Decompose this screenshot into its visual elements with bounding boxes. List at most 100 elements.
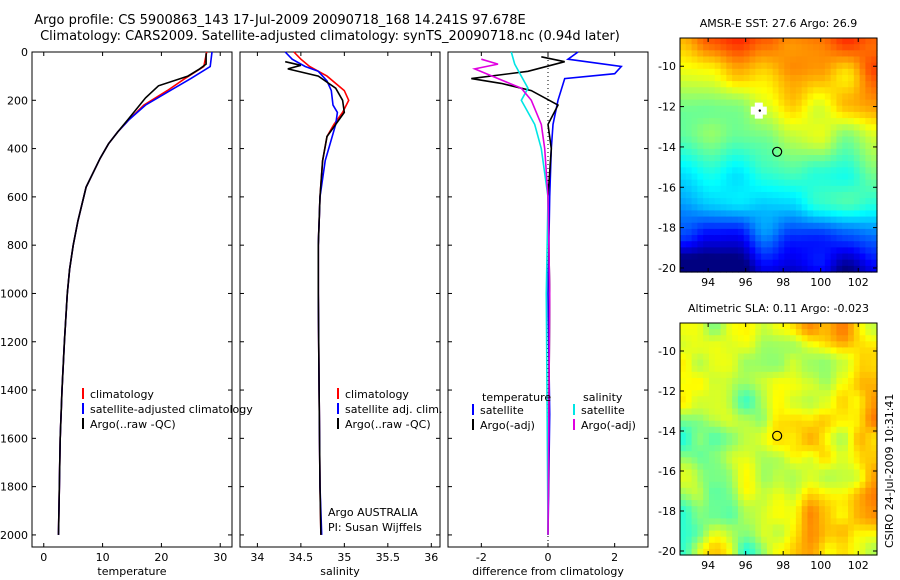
heatmap-cell bbox=[680, 50, 687, 58]
heatmap-cell bbox=[853, 323, 861, 330]
heatmap-cell bbox=[749, 191, 756, 199]
heatmap-cell bbox=[865, 341, 872, 349]
heatmap-cell bbox=[813, 445, 820, 452]
heatmap-cell bbox=[836, 161, 843, 168]
heatmap-cell bbox=[865, 167, 872, 175]
heatmap-cell bbox=[685, 173, 693, 181]
heatmap-cell bbox=[853, 111, 861, 119]
y-tick-label: 1000 bbox=[0, 287, 28, 300]
heatmap-cell bbox=[836, 241, 843, 248]
heatmap-cell bbox=[708, 512, 716, 519]
heatmap-cell bbox=[761, 136, 768, 144]
heatmap-cell bbox=[732, 481, 739, 489]
heatmap-cell bbox=[784, 124, 791, 131]
heatmap-cell bbox=[819, 323, 826, 330]
heatmap-cell bbox=[853, 259, 861, 267]
heatmap-cell bbox=[859, 481, 867, 489]
heatmap-cell bbox=[830, 353, 838, 361]
heatmap-cell bbox=[732, 99, 739, 107]
heatmap-cell bbox=[871, 74, 878, 82]
heatmap-cell bbox=[778, 142, 785, 150]
heatmap-cell bbox=[691, 506, 698, 513]
heatmap-cell bbox=[853, 93, 861, 101]
heatmap-cell bbox=[685, 439, 693, 446]
heatmap-cell bbox=[772, 259, 780, 267]
heatmap-cell bbox=[743, 451, 751, 458]
heatmap-cell bbox=[807, 74, 814, 82]
x-tick-label: -2 bbox=[476, 551, 487, 564]
heatmap-cell bbox=[743, 420, 751, 428]
heatmap-cell bbox=[853, 524, 861, 532]
heatmap-cell bbox=[807, 353, 814, 361]
heatmap-cell bbox=[697, 341, 704, 349]
heatmap-cell bbox=[737, 44, 745, 51]
heatmap-cell bbox=[703, 530, 710, 538]
heatmap-cell bbox=[708, 253, 716, 261]
heatmap-cell bbox=[766, 118, 774, 125]
heatmap-cell bbox=[807, 536, 814, 544]
heatmap-cell bbox=[714, 173, 722, 181]
heatmap-cell bbox=[720, 44, 727, 51]
x-tick-label: 98 bbox=[776, 276, 790, 289]
heatmap-cell bbox=[703, 445, 710, 452]
heatmap-cell bbox=[749, 408, 756, 416]
heatmap-cell bbox=[737, 68, 745, 76]
heatmap-cell bbox=[778, 530, 785, 538]
heatmap-cell bbox=[871, 530, 878, 538]
argo-location-marker bbox=[772, 146, 783, 157]
heatmap-cell bbox=[795, 38, 803, 45]
heatmap-cell bbox=[714, 341, 722, 349]
heatmap-cell bbox=[813, 341, 820, 349]
heatmap-cell bbox=[737, 396, 745, 403]
heatmap-cell bbox=[720, 142, 727, 150]
heatmap-cell bbox=[871, 142, 878, 150]
heatmap-cell bbox=[790, 439, 797, 446]
heatmap-cell bbox=[795, 74, 803, 82]
heatmap-cell bbox=[865, 414, 872, 422]
heatmap-cell bbox=[737, 93, 745, 101]
heatmap-cell bbox=[801, 253, 809, 261]
heatmap-cell bbox=[842, 185, 849, 193]
heatmap-cell bbox=[680, 68, 687, 76]
heatmap-cell bbox=[691, 74, 698, 82]
heatmap-cell bbox=[853, 50, 861, 58]
heatmap-cell bbox=[697, 235, 704, 242]
heatmap-cell bbox=[801, 414, 809, 422]
heatmap-cell bbox=[680, 518, 687, 526]
heatmap-cell bbox=[824, 198, 832, 205]
heatmap-cell bbox=[790, 81, 797, 88]
heatmap-cell bbox=[685, 384, 693, 391]
heatmap-cell bbox=[813, 548, 820, 556]
heatmap-cell bbox=[807, 414, 814, 422]
heatmap-cell bbox=[732, 56, 739, 64]
heatmap-cell bbox=[848, 130, 855, 138]
heatmap-cell bbox=[732, 487, 739, 495]
heatmap-cell bbox=[813, 99, 820, 107]
heatmap-cell bbox=[784, 487, 791, 495]
heatmap-cell bbox=[697, 87, 704, 95]
heatmap-cell bbox=[813, 136, 820, 144]
heatmap-cell bbox=[680, 341, 687, 349]
heatmap-cell bbox=[714, 161, 722, 168]
heatmap-cell bbox=[790, 99, 797, 107]
heatmap-cell bbox=[795, 524, 803, 532]
heatmap-cell bbox=[778, 185, 785, 193]
heatmap-cell bbox=[708, 353, 716, 361]
heatmap-cell bbox=[836, 475, 843, 483]
heatmap-cell bbox=[697, 118, 704, 125]
heatmap-cell bbox=[772, 173, 780, 181]
heatmap-cell bbox=[813, 167, 820, 175]
heatmap-cell bbox=[737, 235, 745, 242]
heatmap-cell bbox=[772, 426, 780, 434]
heatmap-cell bbox=[865, 124, 872, 131]
heatmap-cell bbox=[708, 469, 716, 477]
heatmap-cell bbox=[726, 118, 733, 125]
heatmap-cell bbox=[737, 432, 745, 440]
heatmap-cell bbox=[819, 457, 826, 465]
heatmap-cell bbox=[761, 62, 768, 70]
heatmap-cell bbox=[830, 185, 838, 193]
heatmap-cell bbox=[761, 198, 768, 205]
heatmap-cell bbox=[807, 81, 814, 88]
heatmap-cell bbox=[819, 105, 826, 113]
heatmap-cell bbox=[743, 542, 751, 550]
